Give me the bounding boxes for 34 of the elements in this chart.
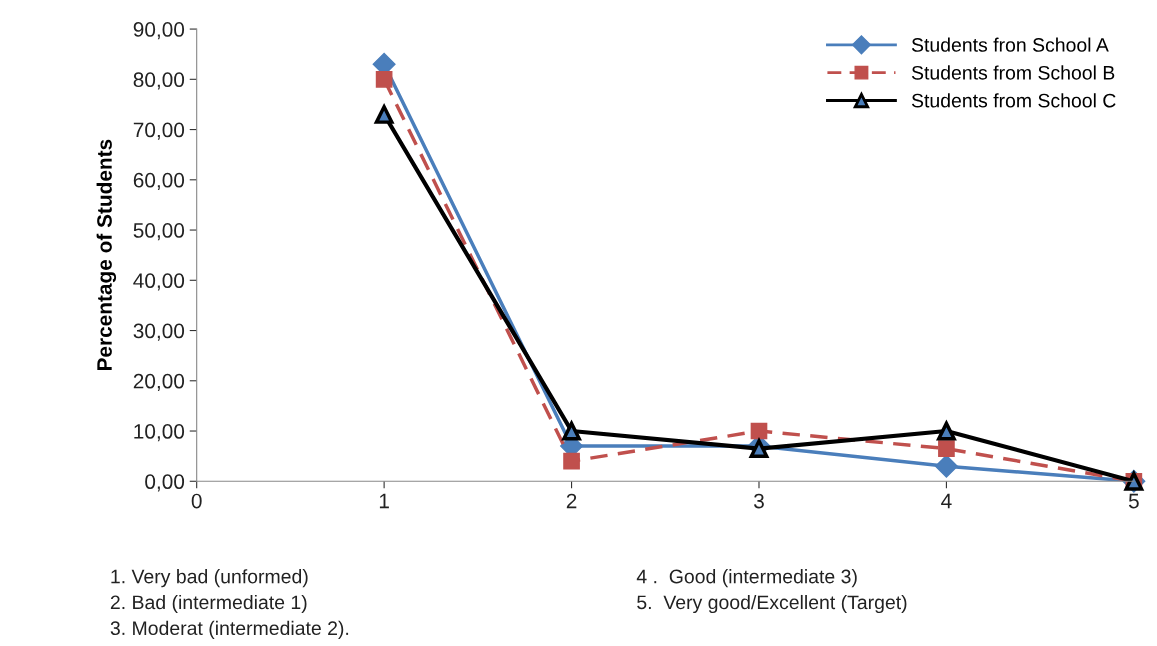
x-tick-label: 1: [379, 493, 389, 509]
y-tick-label: 10,00: [134, 424, 185, 442]
text: 2. Bad (intermediate 1): [110, 594, 307, 614]
point: [936, 419, 957, 441]
point: [938, 440, 955, 457]
text: 4 . Good (intermediate 3): [636, 569, 857, 588]
text: 3. Moderat (intermediate 2).: [110, 620, 349, 639]
point: [374, 105, 394, 124]
y-tick-label: 40,00: [133, 273, 185, 291]
text: 1. Very bad (unformed): [111, 569, 308, 588]
y-tick-label: 50,00: [133, 223, 185, 241]
legend-label: Students fron School A: [911, 37, 1109, 52]
x-tick-label: 3: [753, 493, 764, 509]
y-tick-label: 80,00: [133, 72, 185, 90]
y-tick-label: 90,00: [133, 22, 185, 40]
y-tick-label: 70,00: [133, 122, 185, 140]
point: [749, 439, 769, 458]
x-tick-label: 5: [1128, 493, 1139, 509]
text: 5. Very good/Excellent (Target): [637, 594, 907, 614]
y-tick-label: 0,00: [145, 474, 185, 492]
y-axis-title: Percentage of Students: [96, 139, 117, 371]
y-tick-label: 20,00: [133, 373, 185, 391]
x-tick-label: 0: [191, 493, 202, 509]
x-tick-label: 4: [941, 493, 952, 509]
y-tick-label: 30,00: [133, 323, 185, 341]
point: [561, 419, 582, 441]
legend-label: Students from School B: [911, 65, 1115, 80]
x-tick-label: 2: [566, 493, 577, 509]
y-tick-label: 60,00: [133, 172, 185, 191]
point: [375, 70, 393, 88]
point: [563, 452, 580, 470]
point: [934, 454, 958, 478]
point: [750, 422, 768, 440]
legend-label: Students from School C: [911, 93, 1116, 108]
